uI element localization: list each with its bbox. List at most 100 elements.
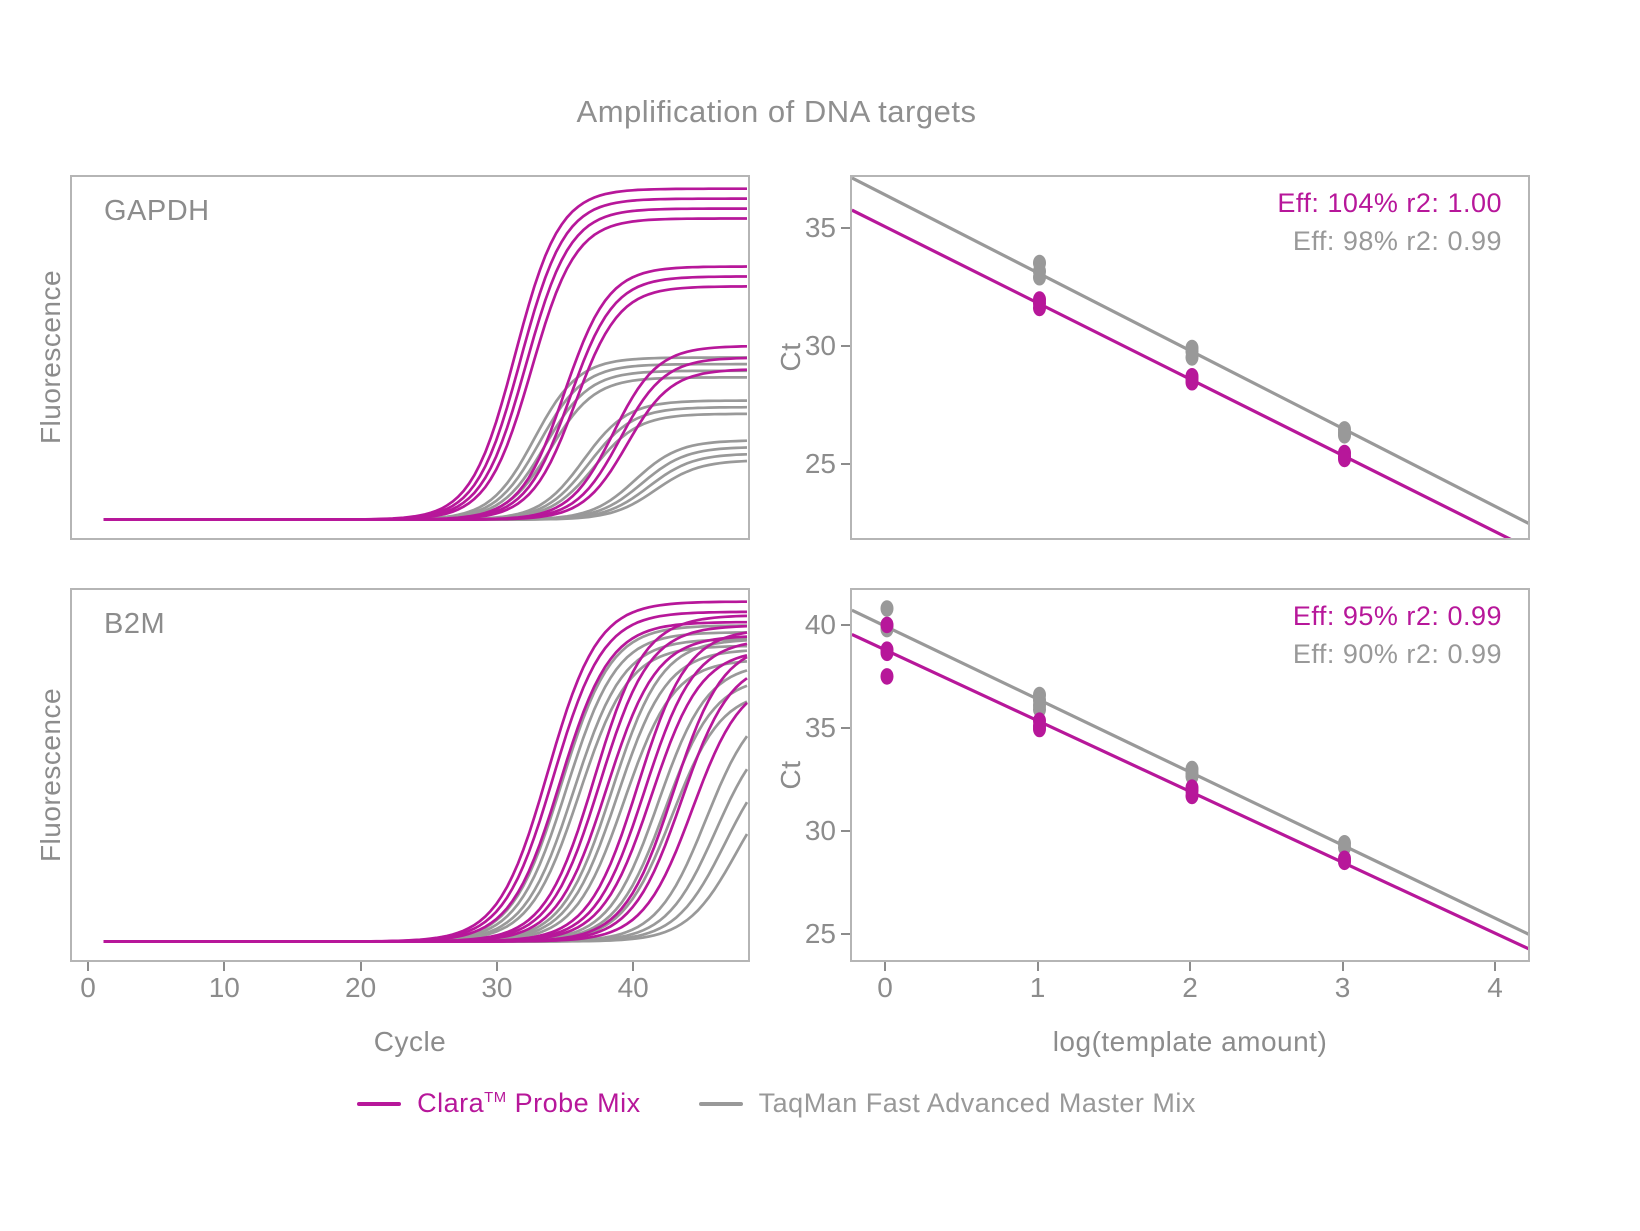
data-point-clara (1185, 787, 1199, 805)
b2m-ct-tick-40 (841, 624, 850, 626)
clara-line-swatch (357, 1101, 402, 1106)
b2m-ct-tick-label-25: 25 (804, 918, 836, 949)
cycle-tick-label-30: 30 (481, 972, 513, 1003)
taqman-legend-label: TaqMan Fast Advanced Master Mix (758, 1088, 1196, 1118)
log-tick-1 (1036, 962, 1039, 971)
data-point-clara (880, 616, 894, 634)
b2m-ct-tick-25 (841, 933, 850, 935)
log-tick-label-4: 4 (1487, 972, 1503, 1003)
legend-item-taqman: TaqMan Fast Advanced Master Mix (698, 1088, 1196, 1119)
amplification-curve-taqman (103, 452, 748, 522)
log-template-axis-label: log(template amount) (1052, 1026, 1328, 1057)
log-tick-2 (1189, 962, 1191, 971)
b2m-standard-curve-chart (852, 600, 1528, 951)
amplification-curve-clara (103, 368, 748, 522)
log-tick-label-0: 0 (877, 972, 893, 1003)
gapdh-clara-eff-stat: Eff: 104% r2: 1.00 (1277, 188, 1502, 218)
b2m-clara-eff-stat: Eff: 95% r2: 0.99 (1292, 601, 1502, 631)
clara-legend-label: ClaraTM Probe Mix (417, 1088, 641, 1119)
log-tick-label-1: 1 (1029, 972, 1046, 1003)
gapdh-amplification-panel: GAPDH (70, 175, 750, 540)
data-point-taqman (1338, 427, 1351, 444)
amplification-curve-taqman (103, 684, 748, 943)
clara-name: Clara (417, 1088, 485, 1118)
gapdh-amplification-chart (103, 187, 748, 522)
amplification-curve-taqman (103, 439, 748, 522)
amplification-curve-clara (103, 356, 748, 522)
amplification-curve-clara (103, 642, 748, 943)
cycle-tick-label-40: 40 (617, 972, 649, 1003)
b2m-ct-axis-label: Ct (775, 760, 806, 790)
amplification-curve-clara (103, 614, 748, 943)
panel-label-gapdh: GAPDH (104, 195, 210, 227)
cycle-tick-label-20: 20 (345, 972, 377, 1003)
figure-title: Amplification of DNA targets (576, 94, 977, 129)
gapdh-standard-curve-chart (852, 177, 1528, 538)
amplification-curve-taqman (103, 459, 748, 522)
cycle-tick-10 (223, 962, 226, 971)
log-tick-3 (1341, 962, 1344, 971)
gapdh-ct-tick-label-30: 30 (804, 330, 836, 361)
cycle-tick-0 (87, 962, 89, 971)
amplification-curve-clara (103, 620, 747, 943)
b2m-amplification-chart (103, 600, 748, 943)
amplification-curve-taqman (103, 637, 747, 943)
data-point-taqman (880, 600, 894, 617)
log-tick-0 (884, 962, 886, 971)
gapdh-fit-stats: Eff: 104% r2: 1.00 Eff: 98% r2: 0.99 (1277, 184, 1502, 260)
data-point-taqman (1338, 839, 1351, 856)
gapdh-ct-tick-30 (841, 345, 850, 347)
amplification-curve-taqman (103, 362, 747, 522)
data-point-clara (1185, 373, 1199, 391)
data-point-clara (1338, 853, 1351, 871)
cycle-axis-label: Cycle (373, 1026, 447, 1057)
gapdh-y-axis-label: Fluorescence (35, 269, 66, 445)
b2m-standard-curve-panel (850, 588, 1530, 962)
panel-label-b2m: B2M (104, 608, 166, 640)
b2m-y-axis-label: Fluorescence (35, 687, 66, 863)
data-point-clara (1338, 450, 1351, 468)
amplification-curve-taqman (103, 638, 748, 943)
amplification-curve-clara (103, 624, 748, 943)
b2m-ct-tick-label-40: 40 (804, 609, 836, 640)
b2m-fit-stats: Eff: 95% r2: 0.99 Eff: 90% r2: 0.99 (1293, 597, 1502, 673)
log-tick-label-2: 2 (1182, 972, 1198, 1003)
amplification-curve-taqman (103, 735, 748, 943)
amplification-curve-taqman (103, 369, 747, 522)
cycle-tick-30 (495, 962, 498, 971)
gapdh-ct-tick-35 (841, 227, 850, 229)
amplification-curve-taqman (103, 356, 747, 522)
data-point-clara (1033, 299, 1046, 317)
amplification-curve-clara (103, 275, 747, 522)
data-point-clara (1033, 720, 1046, 738)
b2m-ct-tick-35 (841, 727, 850, 729)
clara-trademark: TM (484, 1090, 507, 1106)
log-tick-4 (1494, 962, 1496, 971)
clara-name-suffix: Probe Mix (506, 1088, 641, 1118)
gapdh-standard-curve-panel (850, 175, 1530, 540)
data-point-clara (880, 644, 894, 662)
amplification-curve-clara (103, 265, 748, 522)
amplification-curve-taqman (103, 446, 748, 522)
amplification-curve-taqman (103, 376, 747, 522)
b2m-taqman-eff-stat: Eff: 90% r2: 0.99 (1292, 639, 1502, 669)
amplification-curve-clara (103, 217, 747, 522)
legend-item-clara: ClaraTM Probe Mix (357, 1088, 641, 1119)
data-point-taqman (1033, 268, 1046, 286)
gapdh-ct-tick-label-35: 35 (804, 212, 836, 243)
taqman-line-swatch (698, 1101, 743, 1106)
data-point-taqman (1185, 349, 1199, 366)
legend: ClaraTM Probe Mix TaqMan Fast Advanced M… (0, 1088, 1553, 1119)
amplification-curve-taqman (103, 624, 747, 943)
b2m-amplification-panel: B2M (70, 588, 750, 962)
amplification-curve-clara (103, 701, 748, 943)
cycle-tick-40 (632, 962, 635, 971)
amplification-curve-clara (103, 635, 748, 943)
gapdh-ct-tick-25 (841, 463, 850, 465)
cycle-tick-label-0: 0 (80, 972, 96, 1003)
cycle-tick-20 (359, 962, 362, 971)
gapdh-taqman-eff-stat: Eff: 98% r2: 0.99 (1292, 226, 1502, 256)
amplification-curve-taqman (103, 399, 747, 522)
b2m-ct-tick-30 (841, 830, 850, 832)
